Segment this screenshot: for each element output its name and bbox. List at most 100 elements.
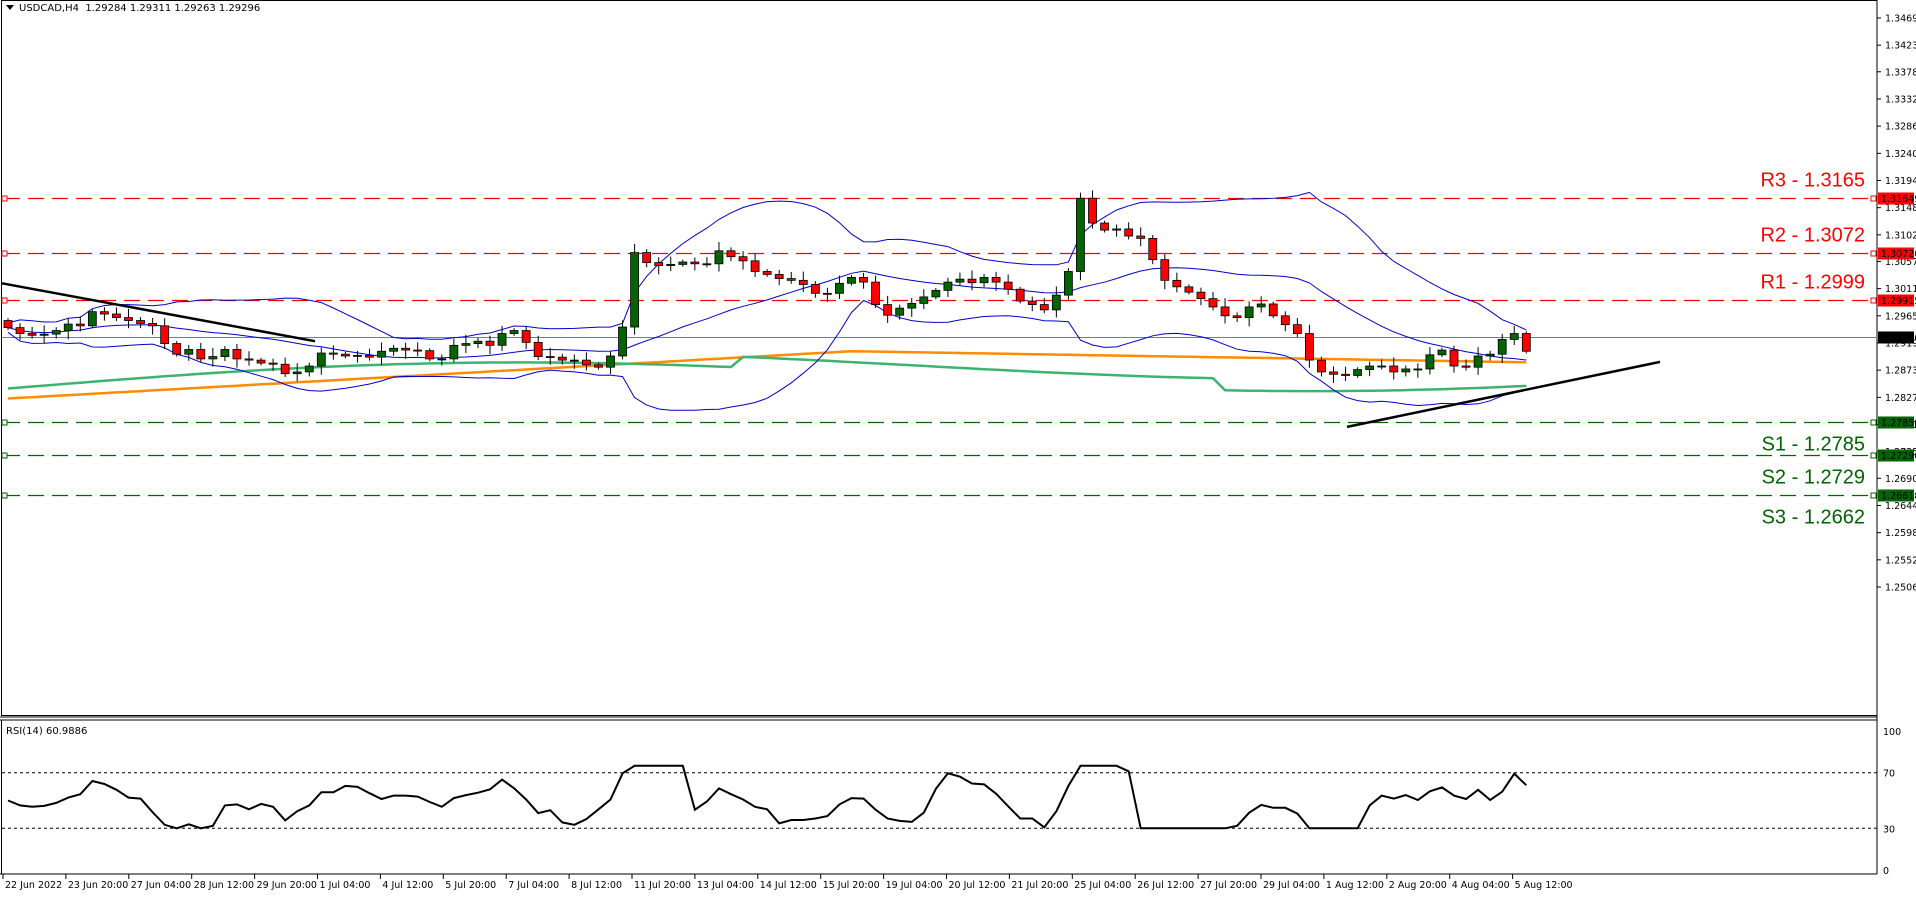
bullish-candle[interactable] — [823, 292, 832, 295]
bearish-candle[interactable] — [654, 262, 664, 266]
bullish-candle[interactable] — [1064, 271, 1073, 296]
bullish-candle[interactable] — [437, 358, 447, 361]
bullish-candle[interactable] — [835, 282, 844, 294]
bullish-candle[interactable] — [1244, 306, 1254, 318]
bullish-candle[interactable] — [292, 371, 302, 375]
bullish-candle[interactable] — [847, 276, 856, 284]
bullish-candle[interactable] — [606, 355, 615, 368]
bullish-candle[interactable] — [497, 333, 507, 346]
bearish-candle[interactable] — [883, 304, 893, 316]
bearish-candle[interactable] — [1124, 228, 1134, 237]
bearish-candle[interactable] — [1280, 315, 1290, 326]
ascending-trendline[interactable] — [1346, 360, 1661, 429]
bearish-candle[interactable] — [365, 354, 374, 358]
bullish-candle[interactable] — [714, 250, 724, 265]
bearish-candle[interactable] — [521, 330, 531, 343]
bearish-candle[interactable] — [1461, 365, 1471, 368]
bearish-candle[interactable] — [232, 349, 242, 360]
bearish-candle[interactable] — [1232, 315, 1242, 318]
bullish-candle[interactable] — [1497, 339, 1507, 355]
collapse-triangle-icon[interactable] — [6, 5, 14, 10]
bullish-candle[interactable] — [449, 344, 459, 360]
bullish-candle[interactable] — [316, 352, 326, 367]
bearish-candle[interactable] — [27, 333, 37, 336]
bearish-candle[interactable] — [810, 284, 820, 294]
bearish-candle[interactable] — [196, 349, 206, 360]
bullish-candle[interactable] — [943, 281, 953, 291]
bearish-candle[interactable] — [1172, 279, 1182, 288]
bearish-candle[interactable] — [172, 343, 182, 355]
bullish-candle[interactable] — [630, 252, 639, 328]
bullish-candle[interactable] — [1365, 365, 1375, 370]
bullish-candle[interactable] — [389, 347, 399, 352]
level-anchor-icon[interactable] — [1, 250, 8, 257]
level-anchor-icon[interactable] — [1870, 419, 1877, 426]
bullish-candle[interactable] — [569, 359, 579, 362]
bearish-candle[interactable] — [1160, 259, 1170, 281]
bearish-candle[interactable] — [1389, 365, 1399, 373]
bearish-candle[interactable] — [1521, 333, 1531, 352]
level-anchor-icon[interactable] — [1, 419, 8, 426]
bullish-candle[interactable] — [509, 330, 519, 334]
bearish-candle[interactable] — [1039, 304, 1049, 311]
bearish-candle[interactable] — [1136, 235, 1146, 239]
bearish-candle[interactable] — [1305, 333, 1314, 361]
bullish-candle[interactable] — [304, 365, 314, 373]
bearish-candle[interactable] — [1015, 288, 1025, 302]
bearish-candle[interactable] — [1317, 359, 1326, 373]
bearish-candle[interactable] — [762, 271, 772, 275]
bearish-candle[interactable] — [112, 313, 121, 318]
bullish-candle[interactable] — [1401, 368, 1411, 373]
bearish-candle[interactable] — [690, 261, 700, 265]
level-anchor-icon[interactable] — [1870, 452, 1877, 459]
bullish-candle[interactable] — [678, 261, 688, 265]
bearish-candle[interactable] — [160, 325, 170, 344]
bearish-candle[interactable] — [1208, 298, 1218, 308]
bearish-candle[interactable] — [3, 320, 13, 329]
bearish-candle[interactable] — [244, 358, 254, 361]
bullish-candle[interactable] — [1112, 228, 1121, 231]
bearish-candle[interactable] — [533, 341, 543, 357]
bullish-candle[interactable] — [1473, 355, 1483, 368]
bearish-candle[interactable] — [774, 274, 784, 279]
bullish-candle[interactable] — [1509, 333, 1519, 340]
bullish-candle[interactable] — [39, 333, 49, 336]
bearish-candle[interactable] — [991, 276, 1001, 283]
bullish-candle[interactable] — [979, 276, 989, 284]
bullish-candle[interactable] — [63, 323, 73, 331]
bullish-candle[interactable] — [473, 340, 483, 344]
bullish-candle[interactable] — [702, 263, 712, 266]
bullish-candle[interactable] — [666, 263, 676, 266]
bearish-candle[interactable] — [15, 327, 25, 334]
level-anchor-icon[interactable] — [1, 452, 8, 459]
bearish-candle[interactable] — [594, 364, 603, 368]
bullish-candle[interactable] — [1425, 354, 1435, 370]
bullish-candle[interactable] — [220, 349, 230, 357]
bearish-candle[interactable] — [268, 362, 278, 365]
bearish-candle[interactable] — [871, 281, 880, 305]
bullish-candle[interactable] — [931, 289, 941, 298]
bullish-candle[interactable] — [1076, 197, 1085, 272]
bearish-candle[interactable] — [557, 356, 567, 361]
bullish-candle[interactable] — [1256, 303, 1266, 308]
bullish-candle[interactable] — [955, 278, 965, 283]
level-anchor-icon[interactable] — [1, 297, 8, 304]
bearish-candle[interactable] — [582, 359, 591, 366]
bearish-candle[interactable] — [413, 349, 423, 352]
bearish-candle[interactable] — [425, 350, 435, 360]
bullish-candle[interactable] — [907, 302, 917, 309]
bullish-candle[interactable] — [1413, 368, 1423, 371]
bullish-candle[interactable] — [1051, 294, 1061, 311]
bearish-candle[interactable] — [148, 323, 158, 327]
bearish-candle[interactable] — [1196, 291, 1206, 300]
bearish-candle[interactable] — [1027, 300, 1037, 305]
bearish-candle[interactable] — [1184, 286, 1194, 293]
bearish-candle[interactable] — [1341, 373, 1350, 376]
bearish-candle[interactable] — [1100, 222, 1109, 231]
level-anchor-icon[interactable] — [1870, 195, 1877, 202]
bullish-candle[interactable] — [208, 356, 218, 360]
bearish-candle[interactable] — [642, 252, 652, 264]
level-anchor-icon[interactable] — [1870, 297, 1877, 304]
bearish-candle[interactable] — [967, 278, 977, 284]
